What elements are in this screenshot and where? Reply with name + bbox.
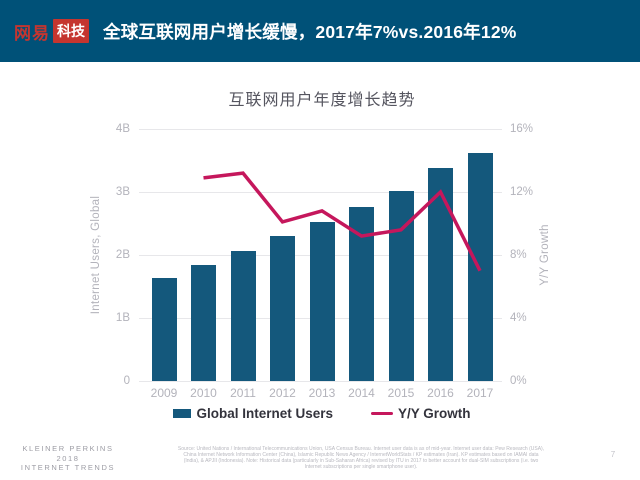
source-note: Source: United Nations / International T… bbox=[177, 446, 545, 470]
netease-tech-logo: 网易 科技 bbox=[14, 19, 89, 44]
brand-line-1: KLEINER PERKINS bbox=[22, 444, 114, 453]
y-tick-label: 4B bbox=[115, 123, 130, 135]
plot-area bbox=[139, 129, 502, 382]
x-tick-label: 2009 bbox=[150, 386, 178, 400]
legend-item-line: Y/Y Growth bbox=[371, 406, 471, 421]
x-tick-label: 2014 bbox=[348, 386, 375, 400]
y-tick-label: 0% bbox=[510, 375, 527, 387]
x-tick-label: 2017 bbox=[466, 386, 494, 400]
y-tick-label: 1B bbox=[115, 312, 130, 324]
gridline bbox=[139, 192, 502, 193]
y-axis-left-ticks: 4B 3B 2B 1B 0 bbox=[85, 123, 130, 387]
gridline bbox=[139, 129, 502, 130]
bar-2013 bbox=[309, 222, 335, 381]
y-axis-right-ticks: 16% 12% 8% 4% 0% bbox=[510, 123, 555, 387]
x-tick-label: 2016 bbox=[427, 386, 454, 400]
growth-line bbox=[203, 171, 482, 272]
y-tick-label: 8% bbox=[510, 249, 527, 261]
bar-2012 bbox=[270, 236, 295, 381]
y-tick-label: 0 bbox=[123, 375, 130, 387]
page-title: 全球互联网用户增长缓慢，2017年7%vs.2016年12% bbox=[103, 21, 517, 42]
legend-bar-swatch-icon bbox=[173, 409, 192, 418]
bar-2009 bbox=[151, 278, 177, 381]
bar-2016 bbox=[428, 168, 453, 381]
x-tick-label: 2012 bbox=[269, 386, 296, 400]
x-axis-labels: 2009 2010 2011 2012 2013 2014 2015 2016 2017 bbox=[145, 386, 500, 402]
y-tick-label: 3B bbox=[115, 186, 130, 198]
legend-line-label: Y/Y Growth bbox=[398, 406, 471, 421]
netease-tech-badge: 科技 bbox=[53, 19, 89, 43]
netease-logo-text: 网易 bbox=[14, 23, 50, 43]
legend-bar-label: Global Internet Users bbox=[196, 406, 334, 421]
y-tick-label: 2B bbox=[115, 249, 130, 261]
legend-item-bars: Global Internet Users bbox=[173, 406, 333, 421]
y-tick-label: 12% bbox=[510, 186, 534, 198]
chart-title: 互联网用户年度增长趋势 bbox=[228, 92, 416, 109]
x-tick-label: 2013 bbox=[308, 386, 336, 400]
header-bar: 网易 科技 全球互联网用户增长缓慢，2017年7%vs.2016年12% bbox=[0, 0, 640, 62]
legend-line-swatch-icon bbox=[371, 411, 394, 416]
brand-line-2: 2018 bbox=[56, 453, 80, 463]
x-tick-label: 2010 bbox=[190, 386, 217, 400]
y-tick-label: 4% bbox=[510, 312, 527, 324]
legend: Global Internet Users Y/Y Growth bbox=[0, 406, 640, 421]
x-tick-label: 2015 bbox=[387, 386, 415, 400]
y-tick-label: 16% bbox=[510, 123, 534, 135]
kleiner-perkins-brand: KLEINER PERKINS 2018 INTERNET TRENDS bbox=[8, 444, 128, 473]
bar-2010 bbox=[191, 265, 216, 381]
bar-2011 bbox=[230, 250, 256, 381]
brand-line-3: INTERNET TRENDS bbox=[20, 463, 116, 472]
x-tick-label: 2011 bbox=[230, 386, 256, 400]
gridline bbox=[139, 381, 502, 382]
page-number: 7 bbox=[610, 450, 616, 459]
